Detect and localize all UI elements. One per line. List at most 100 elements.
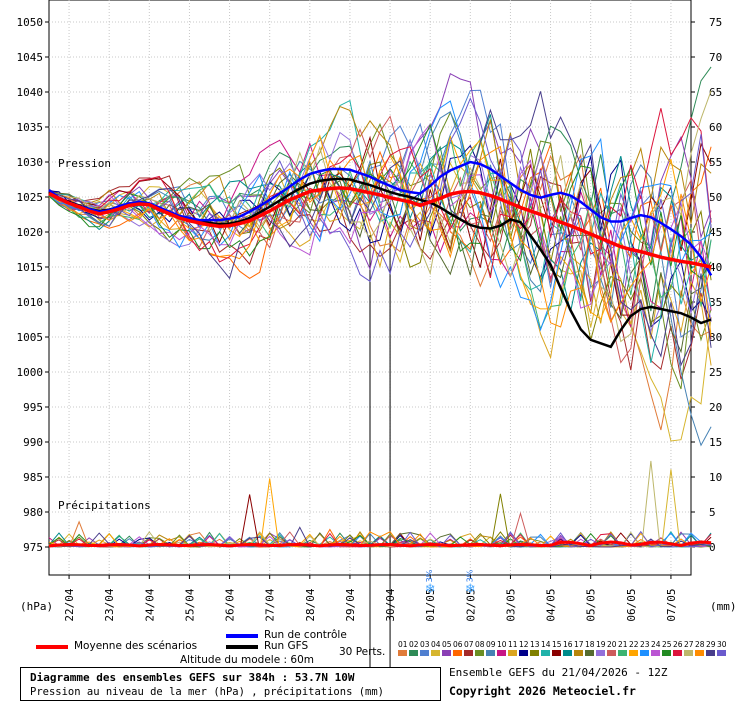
- member-swatch: [420, 650, 429, 656]
- member-number: 05: [442, 640, 452, 649]
- x-axis: 22/04 23/04 24/04 25/04 26/04 27/04 28/04 29/04…: [63, 575, 678, 622]
- member-swatch: [618, 650, 627, 656]
- member-number: 14: [541, 640, 551, 649]
- member-number: 07: [464, 640, 474, 649]
- y-tick-label: 1025: [17, 191, 44, 204]
- right-axis: 0 5 10 15 20 25 30 35 40 45 50 55 60 65 70 75: [691, 16, 722, 554]
- left-axis: 975 980 985 990 995 1000 1005 1010 1015 1020 1025 1…: [17, 16, 49, 554]
- member-number: 12: [519, 640, 529, 649]
- member-swatch: [431, 650, 440, 656]
- member-number: 28: [695, 640, 705, 649]
- legend-control-label: Run de contrôle: [264, 629, 347, 641]
- member-number: 23: [640, 640, 650, 649]
- precip-peak: [170, 534, 189, 546]
- y-tick-label: 1020: [17, 226, 44, 239]
- member-swatch: [519, 650, 528, 656]
- precip-peak: [661, 469, 681, 545]
- member-swatch: [607, 650, 616, 656]
- member-swatch: [706, 650, 715, 656]
- member-line: [48, 145, 712, 328]
- member-swatch: [563, 650, 572, 656]
- member-line: [48, 89, 712, 338]
- member-swatch: [684, 650, 693, 656]
- member-number: 09: [486, 640, 496, 649]
- member-swatch: [398, 650, 407, 656]
- member-number: 02: [409, 640, 419, 649]
- copyright: Copyright 2026 Meteociel.fr: [449, 684, 636, 698]
- member-swatch: [486, 650, 495, 656]
- member-number: 18: [585, 640, 595, 649]
- member-number: 13: [530, 640, 540, 649]
- legend-gfs-swatch: [226, 645, 258, 649]
- member-swatch: [717, 650, 726, 656]
- member-number: 16: [563, 640, 573, 649]
- member-line: [48, 148, 712, 341]
- x-tick-label: 26/04: [224, 588, 237, 621]
- member-number: 04: [431, 640, 441, 649]
- precipitation-series: [48, 460, 712, 548]
- mean-line: [48, 186, 712, 269]
- snow-markers: 3%❄3%❄: [425, 569, 476, 597]
- member-number: 15: [552, 640, 562, 649]
- member-number: 27: [684, 640, 694, 649]
- x-tick-label: 27/04: [264, 588, 277, 621]
- perts-label: 30 Perts.: [339, 646, 386, 658]
- member-swatch: [574, 650, 583, 656]
- title-box: Diagramme des ensembles GEFS sur 384h : …: [20, 667, 441, 701]
- precip-peak: [69, 520, 89, 546]
- y-tick-label: 1045: [17, 51, 44, 64]
- member-swatch: [596, 650, 605, 656]
- precip-peak: [641, 460, 661, 545]
- member-number: 21: [618, 640, 628, 649]
- y-tick-label: 1010: [17, 296, 44, 309]
- member-number: 03: [420, 640, 430, 649]
- precip-peak: [320, 528, 340, 546]
- member-swatch: [409, 650, 418, 656]
- precip-peak: [240, 494, 260, 545]
- y2-tick-label: 65: [709, 86, 722, 99]
- y-tick-label: 995: [23, 401, 43, 414]
- member-number: 06: [453, 640, 463, 649]
- member-swatch: [651, 650, 660, 656]
- member-line: [48, 123, 712, 309]
- member-swatch: [552, 650, 561, 656]
- member-swatch: [475, 650, 484, 656]
- member-swatch: [585, 650, 594, 656]
- precip-peak: [510, 511, 530, 546]
- pressure-panel-label: Pression: [58, 157, 111, 170]
- member-number: 25: [662, 640, 672, 649]
- x-tick-label: 06/05: [625, 588, 638, 621]
- y-tick-label: 975: [23, 541, 43, 554]
- member-line: [48, 115, 712, 364]
- precip-panel-label: Précipitations: [58, 499, 151, 512]
- snowflake-icon: ❄: [425, 582, 436, 597]
- y-tick-label: 990: [23, 436, 43, 449]
- member-number: 20: [607, 640, 617, 649]
- right-axis-unit: (mm): [710, 600, 737, 613]
- precip-peak: [290, 526, 310, 546]
- member-number: 08: [475, 640, 485, 649]
- y-tick-label: 1030: [17, 156, 44, 169]
- y2-tick-label: 20: [709, 401, 722, 414]
- control-line: [48, 160, 713, 277]
- precip-peak: [260, 478, 280, 545]
- y2-tick-label: 45: [709, 226, 722, 239]
- member-swatch: [453, 650, 462, 656]
- y-tick-label: 980: [23, 506, 43, 519]
- y-tick-label: 1040: [17, 86, 44, 99]
- x-tick-label: 24/04: [143, 588, 156, 621]
- snow-probability-label: 3%: [465, 569, 474, 582]
- y2-tick-label: 30: [709, 331, 722, 344]
- run-info: Ensemble GEFS du 21/04/2026 - 12Z: [449, 666, 668, 679]
- x-tick-label: 28/04: [304, 588, 317, 621]
- member-number: 24: [651, 640, 661, 649]
- member-swatch: [530, 650, 539, 656]
- y2-tick-label: 0: [709, 541, 716, 554]
- y-tick-label: 1000: [17, 366, 44, 379]
- member-number: 30: [717, 640, 727, 649]
- legend-control-swatch: [226, 634, 258, 638]
- member-swatch: [508, 650, 517, 656]
- chart-subtitle: Pression au niveau de la mer (hPa) , pré…: [30, 686, 385, 698]
- x-tick-label: 29/04: [344, 588, 357, 621]
